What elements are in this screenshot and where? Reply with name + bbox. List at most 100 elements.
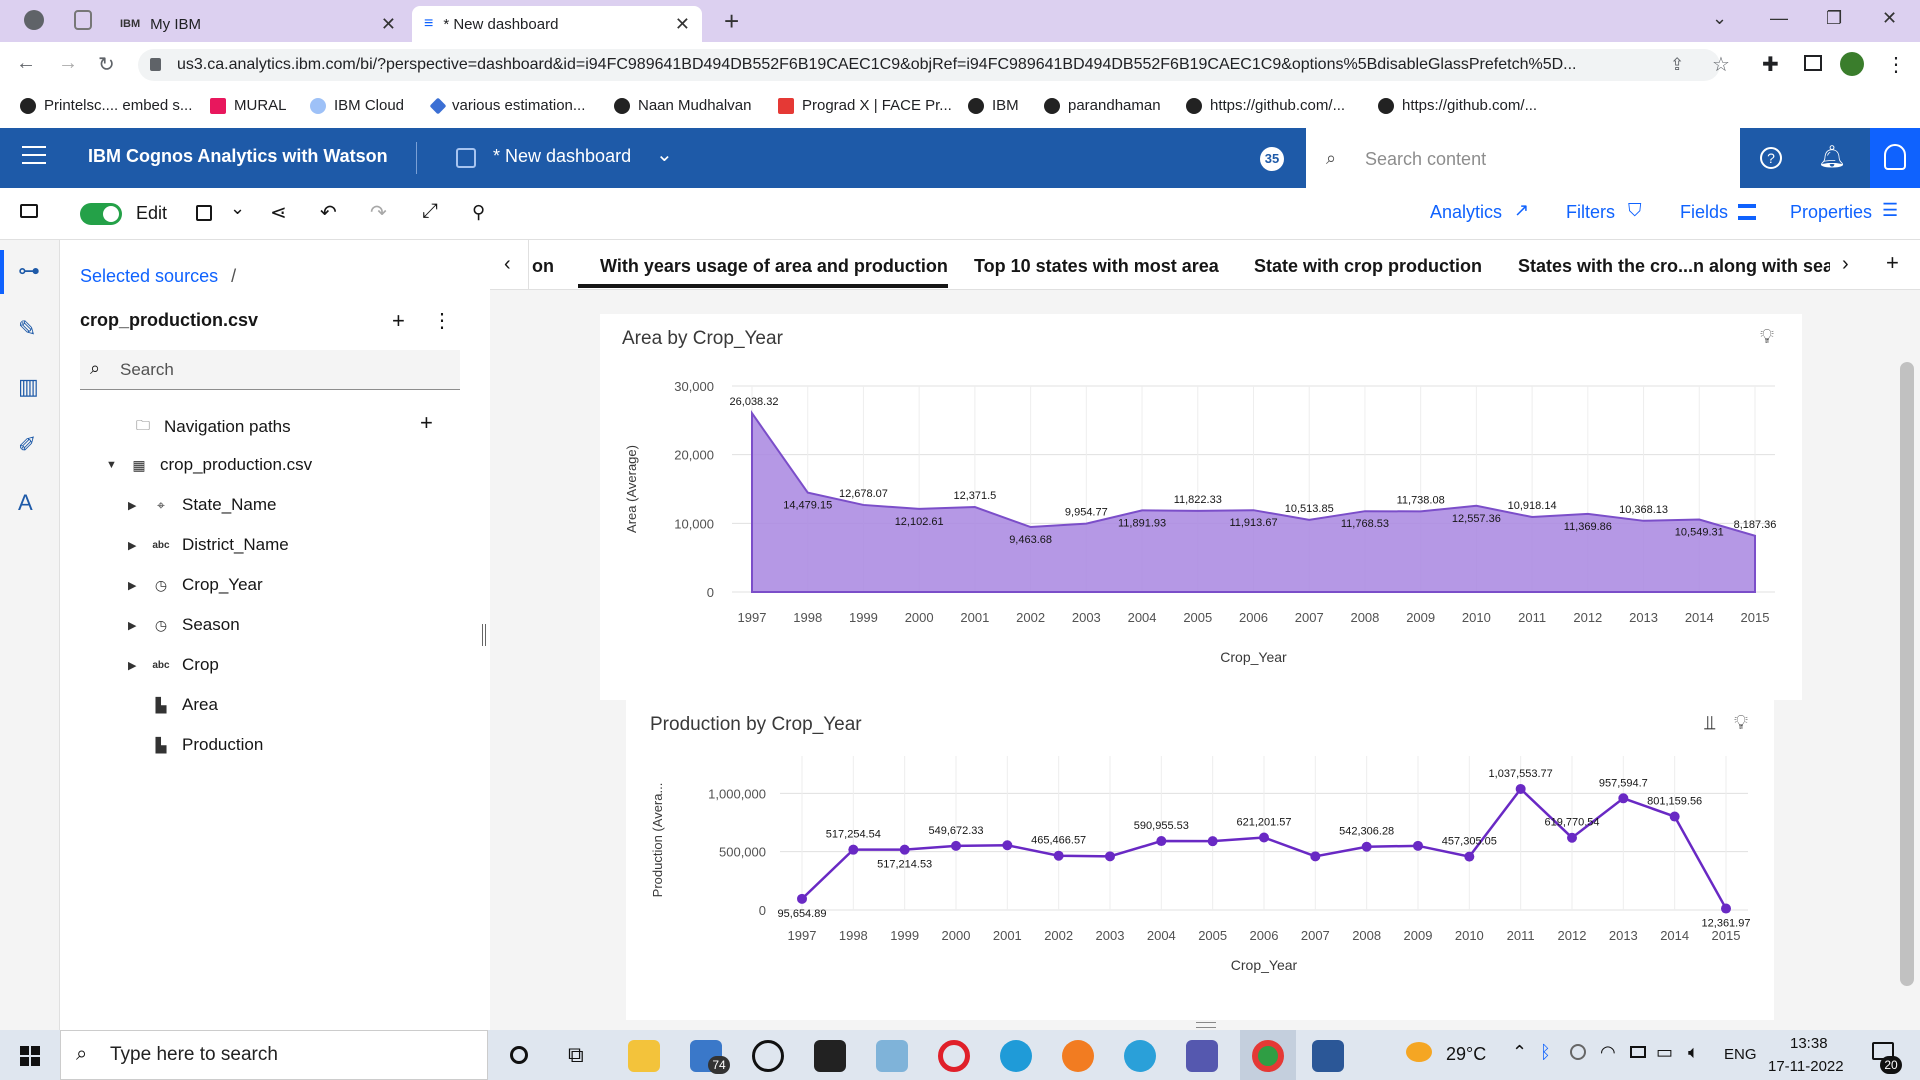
chrome-icon[interactable] <box>1252 1040 1284 1072</box>
bookmark-star-icon[interactable]: ☆ <box>1712 54 1730 76</box>
breadcrumb-selected-sources[interactable]: Selected sources <box>80 266 219 286</box>
browser-tab-myibm[interactable]: IBM My IBM ✕ <box>108 6 408 42</box>
analytics-button[interactable]: Analytics <box>1430 202 1503 222</box>
clock-date[interactable]: 17-11-2022 <box>1768 1058 1844 1075</box>
field-item-state-name[interactable]: ▶ ⌖ State_Name <box>128 495 277 514</box>
cortana-icon[interactable] <box>510 1046 528 1064</box>
add-tab-button[interactable]: + <box>1886 250 1899 275</box>
caret-right-icon[interactable]: ▶ <box>128 499 137 512</box>
profile-avatar[interactable] <box>1840 52 1864 76</box>
url-text[interactable]: us3.ca.analytics.ibm.com/bi/?perspective… <box>177 56 1577 73</box>
new-tab-button[interactable]: + <box>724 6 740 36</box>
restore-icon[interactable]: ❐ <box>1826 8 1843 28</box>
lock-icon[interactable] <box>150 58 161 71</box>
bookmark-item[interactable]: MURAL <box>210 97 287 114</box>
share-icon[interactable]: ⋖ <box>270 202 287 224</box>
minimize-icon[interactable]: — <box>1770 8 1788 28</box>
hamburger-menu-icon[interactable] <box>22 146 46 164</box>
table-item[interactable]: ▼ ▦ crop_production.csv <box>106 455 313 474</box>
assistant-icon[interactable]: ⚲ <box>472 202 486 222</box>
office-app-icon[interactable] <box>814 1040 846 1072</box>
add-source-button[interactable]: + <box>392 308 405 333</box>
dashboard-name[interactable]: * New dashboard <box>493 146 632 166</box>
tab-partial[interactable]: on <box>532 256 554 276</box>
bookmark-item[interactable]: Printelsc.... embed s... <box>20 97 192 114</box>
bell-icon[interactable]: 🔔︎ <box>1818 144 1846 169</box>
panel-resize-handle[interactable] <box>482 624 486 646</box>
bookmark-item[interactable]: Naan Mudhalvan <box>614 97 751 114</box>
field-item-production[interactable]: ▙ Production <box>150 735 264 755</box>
lightbulb-icon[interactable]: 💡︎ <box>1734 712 1748 734</box>
lightbulb-icon[interactable]: 💡︎ <box>1760 326 1774 348</box>
task-view-icon[interactable]: ⧉ <box>568 1042 584 1067</box>
widgets-icon[interactable]: ✐ <box>18 432 37 457</box>
teams-icon[interactable] <box>1186 1040 1218 1072</box>
opera-icon[interactable] <box>938 1040 970 1072</box>
bookmark-item[interactable]: https://github.com/... <box>1186 97 1345 114</box>
bookmark-item[interactable]: IBM <box>968 97 1019 114</box>
reload-icon[interactable]: ↻ <box>98 54 115 76</box>
windows-start-icon[interactable] <box>20 1046 40 1066</box>
weather-text[interactable]: 29°C <box>1446 1044 1487 1064</box>
bluetooth-icon[interactable]: ᛒ <box>1540 1042 1551 1062</box>
canvas-resize-handle[interactable] <box>1196 1022 1216 1028</box>
bookmark-item[interactable]: parandhaman <box>1044 97 1161 114</box>
wifi-icon[interactable]: ◠ <box>1600 1042 1616 1062</box>
add-navigation-path-button[interactable]: + <box>420 410 433 435</box>
field-item-district-name[interactable]: ▶ abc District_Name <box>128 535 289 554</box>
bookmark-item[interactable]: IBM Cloud <box>310 97 404 114</box>
dell-icon[interactable] <box>752 1040 784 1072</box>
forward-icon[interactable]: → <box>58 52 78 74</box>
chevron-down-icon[interactable]: ⌄ <box>230 198 246 218</box>
properties-button[interactable]: Properties <box>1790 202 1873 222</box>
caret-down-icon[interactable]: ▼ <box>106 459 117 471</box>
close-icon[interactable]: ✕ <box>674 13 690 34</box>
taskbar-search-placeholder[interactable]: Type here to search <box>110 1044 278 1065</box>
save-icon[interactable] <box>196 205 212 221</box>
clock-time[interactable]: 13:38 <box>1790 1035 1828 1052</box>
menu-icon[interactable]: ⋮ <box>1886 54 1906 76</box>
comments-icon[interactable] <box>20 204 38 218</box>
firefox-icon[interactable] <box>1062 1040 1094 1072</box>
window-close-icon[interactable]: ✕ <box>1882 8 1898 28</box>
overflow-menu-icon[interactable]: ⋮ <box>432 310 452 332</box>
tab-state-crop-production[interactable]: State with crop production <box>1254 256 1482 276</box>
weather-icon[interactable] <box>1406 1042 1432 1062</box>
caret-right-icon[interactable]: ▶ <box>128 619 137 632</box>
share-icon[interactable]: ⇪ <box>1670 55 1685 74</box>
filters-button[interactable]: Filters <box>1566 202 1615 222</box>
address-bar[interactable] <box>138 49 1720 81</box>
edit-toggle[interactable] <box>80 203 122 225</box>
tray-app-icon[interactable] <box>1570 1044 1586 1060</box>
extensions-icon[interactable]: ✚ <box>1762 54 1779 76</box>
search-content-box[interactable] <box>1306 128 1740 188</box>
tabs-scroll-right-icon[interactable]: › <box>1842 253 1849 275</box>
tab-top-10-states[interactable]: Top 10 states with most area <box>974 256 1219 276</box>
battery-icon[interactable] <box>1630 1046 1646 1058</box>
network-icon[interactable]: ▭ <box>1656 1042 1674 1062</box>
back-icon[interactable]: ← <box>16 52 36 74</box>
field-item-crop[interactable]: ▶ abc Crop <box>128 655 219 674</box>
search-content-placeholder[interactable]: Search content <box>1365 149 1487 169</box>
notification-count-badge[interactable]: 35 <box>1260 147 1284 171</box>
chart-type-icon[interactable]: ⫫ <box>1704 712 1716 734</box>
bookmark-item[interactable]: various estimation... <box>429 97 585 114</box>
canvas-scrollbar[interactable] <box>1900 362 1914 986</box>
tab-states-crop-season[interactable]: States with the cro...n along with seas <box>1518 256 1830 276</box>
data-sources-icon[interactable]: ⊶ <box>18 258 40 283</box>
field-item-area[interactable]: ▙ Area <box>150 695 218 715</box>
file-explorer-icon[interactable] <box>628 1040 660 1072</box>
field-item-season[interactable]: ▶ ◷ Season <box>128 615 240 634</box>
caret-right-icon[interactable]: ▶ <box>128 539 137 552</box>
visualizations-icon[interactable]: ▥ <box>18 374 39 399</box>
chevron-down-icon[interactable]: ⌄ <box>656 144 673 166</box>
undo-icon[interactable]: ↶ <box>320 202 337 224</box>
line-chart-card[interactable] <box>626 700 1774 1020</box>
pin-icon[interactable]: ✎ <box>18 316 37 341</box>
telegram-icon[interactable] <box>1124 1040 1156 1072</box>
tab-search-icon[interactable]: ⌄ <box>1712 8 1728 28</box>
close-icon[interactable]: ✕ <box>380 13 396 34</box>
tray-chevron-icon[interactable]: ⌃ <box>1512 1042 1528 1062</box>
help-icon[interactable]: ? <box>1760 147 1782 169</box>
edge-icon[interactable] <box>1000 1040 1032 1072</box>
